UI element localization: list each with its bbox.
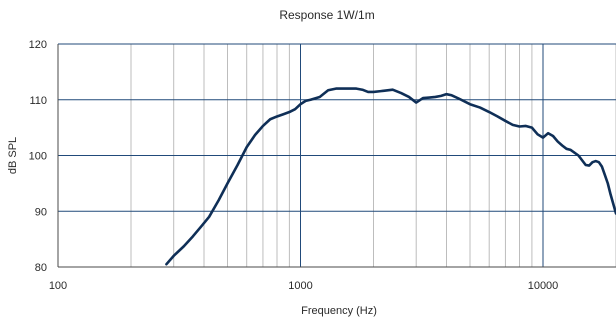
x-tick-label: 100	[49, 280, 67, 292]
x-tick-label: 10000	[528, 280, 559, 292]
x-tick-label: 1000	[288, 280, 312, 292]
grid-layer	[58, 43, 616, 267]
chart-title: Response 1W/1m	[279, 8, 374, 22]
y-tick-label: 100	[29, 151, 47, 163]
y-tick-label: 90	[35, 206, 47, 218]
response-curve	[165, 87, 616, 266]
y-axis-label: dB SPL	[7, 137, 19, 174]
y-tick-label: 80	[35, 262, 47, 274]
text-layer: Response 1W/1m 100 1000 10000 120 110 100 90 80 F…	[7, 8, 558, 317]
axis-layer	[57, 44, 616, 268]
y-tick-label: 110	[29, 95, 47, 107]
series-layer	[165, 87, 616, 266]
y-tick-label: 120	[29, 39, 47, 51]
x-axis-label: Frequency (Hz)	[301, 305, 377, 317]
